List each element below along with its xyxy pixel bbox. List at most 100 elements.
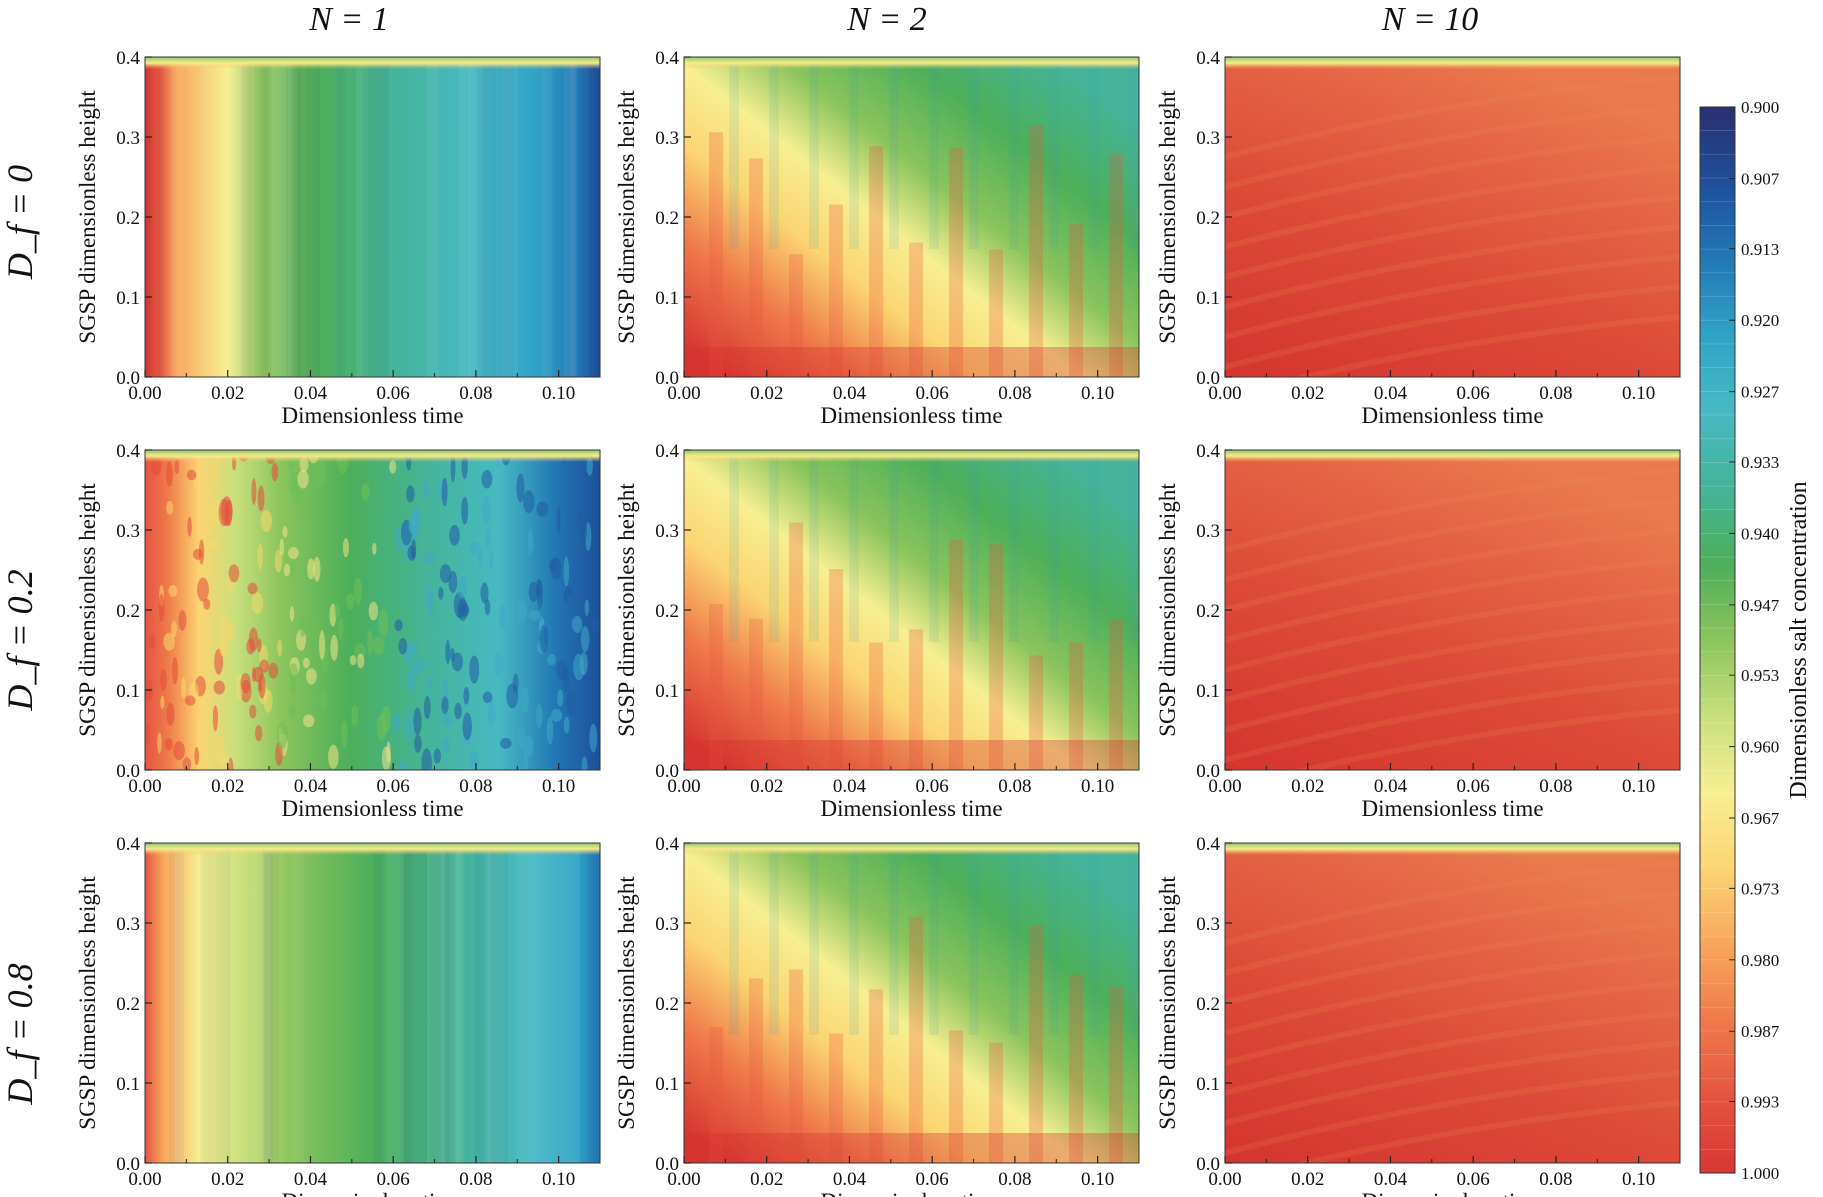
contour-plume	[989, 249, 1003, 377]
x-tick-label: 0.10	[1081, 383, 1114, 404]
contour-line	[1225, 254, 1680, 340]
contour-plume	[809, 843, 819, 1035]
x-tick-label: 0.06	[377, 776, 410, 797]
contour-plume	[1089, 843, 1099, 1035]
contour-speck	[181, 677, 186, 699]
contour-speck	[197, 577, 209, 602]
contour-panel: 0.00 0.02 0.04 0.06 0.08 0.10 0.0 0.1 0.2 0.3 0.4 D…	[1155, 441, 1681, 821]
contour-speck	[407, 545, 416, 561]
contour-speck	[376, 713, 387, 741]
contour-speck	[160, 695, 165, 710]
contour-speck	[300, 492, 306, 519]
contour-band	[454, 843, 462, 1163]
contour-speck	[299, 615, 306, 637]
y-tick-label: 0.2	[116, 208, 140, 229]
contour-panel: 0.00 0.02 0.04 0.06 0.08 0.10 0.0 0.1 0.2 0.3 0.4 D…	[614, 441, 1140, 821]
contour-speck	[212, 705, 218, 732]
x-tick-label: 0.02	[750, 383, 783, 404]
contour-band	[426, 57, 439, 377]
contour-line	[1292, 314, 1680, 377]
contour-fill	[1225, 57, 1680, 377]
contour-speck	[353, 577, 363, 606]
x-tick-label: 0.04	[1374, 1169, 1408, 1190]
contour-plume	[1029, 925, 1043, 1163]
column-header: N = 1	[308, 1, 389, 38]
y-tick-label: 0.4	[116, 48, 140, 69]
y-tick-label: 0.3	[1196, 128, 1220, 149]
contour-speck	[368, 601, 379, 621]
contour-speck	[307, 558, 316, 580]
contour-speck	[289, 606, 295, 622]
row-header: D_f = 0.2	[0, 569, 40, 711]
colorbar-tick-label: 0.987	[1741, 1022, 1780, 1041]
contour-plume	[1009, 450, 1019, 642]
contour-speck	[378, 608, 389, 638]
contour-speck	[255, 724, 263, 742]
contour-speck	[195, 606, 201, 627]
x-tick-label: 0.04	[294, 383, 328, 404]
contour-plume	[1049, 450, 1059, 642]
y-tick-label: 0.4	[116, 441, 140, 462]
contour-field	[684, 57, 1139, 377]
contour-band	[241, 57, 253, 377]
contour-speck	[257, 485, 265, 512]
y-tick-label: 0.1	[116, 288, 140, 309]
contour-speck	[413, 707, 422, 736]
contour-speck	[196, 646, 201, 668]
contour-speck	[334, 602, 340, 619]
contour-speck	[411, 657, 424, 676]
contour-speck	[160, 669, 167, 691]
x-tick-label: 0.10	[542, 1169, 575, 1190]
contour-speck	[288, 663, 298, 681]
surface-band	[684, 57, 1139, 69]
contour-speck	[214, 648, 224, 675]
contour-speck	[565, 585, 573, 598]
contour-plume	[1069, 223, 1083, 377]
contour-plume	[789, 969, 803, 1163]
contour-line	[1225, 890, 1680, 976]
contour-plume	[1089, 450, 1099, 642]
contour-line	[1225, 527, 1680, 613]
surface-band	[1225, 843, 1680, 855]
contour-speck	[484, 599, 491, 616]
contour-speck	[498, 604, 507, 630]
contour-line	[1225, 194, 1680, 280]
contour-speck	[164, 738, 173, 751]
contour-band	[400, 843, 414, 1163]
contour-plume	[1109, 153, 1123, 377]
contour-plume	[1009, 57, 1019, 249]
contour-speck	[186, 469, 197, 481]
contour-speck	[426, 586, 434, 616]
x-axis-title: Dimensionless time	[1361, 403, 1543, 428]
surface-band	[145, 450, 600, 462]
contour-speck	[219, 615, 231, 644]
contour-band	[563, 57, 578, 377]
x-tick-label: 0.06	[1457, 1169, 1490, 1190]
contour-band	[263, 843, 273, 1163]
contour-speck	[288, 547, 299, 559]
contour-plume	[749, 158, 763, 377]
contour-speck	[163, 632, 175, 651]
contour-line	[1225, 1070, 1680, 1156]
contour-speck	[523, 490, 535, 514]
contour-line	[1225, 617, 1680, 703]
contour-speck	[351, 704, 359, 728]
contour-plume	[1129, 843, 1139, 1035]
contour-plume	[889, 843, 899, 1035]
contour-speck	[536, 579, 543, 610]
contour-plume	[749, 618, 763, 770]
contour-speck	[357, 653, 365, 669]
contour-line	[1225, 677, 1680, 763]
contour-plume	[889, 57, 899, 249]
contour-band	[200, 57, 209, 377]
contour-speck	[345, 593, 355, 610]
contour-speck	[271, 462, 279, 482]
contour-speck	[442, 738, 451, 753]
contour-band	[487, 843, 505, 1163]
contour-plume	[709, 604, 723, 770]
column-header: N = 2	[846, 1, 927, 38]
contour-line	[1225, 164, 1680, 250]
contour-speck	[249, 704, 257, 719]
x-tick-label: 0.02	[211, 1169, 244, 1190]
